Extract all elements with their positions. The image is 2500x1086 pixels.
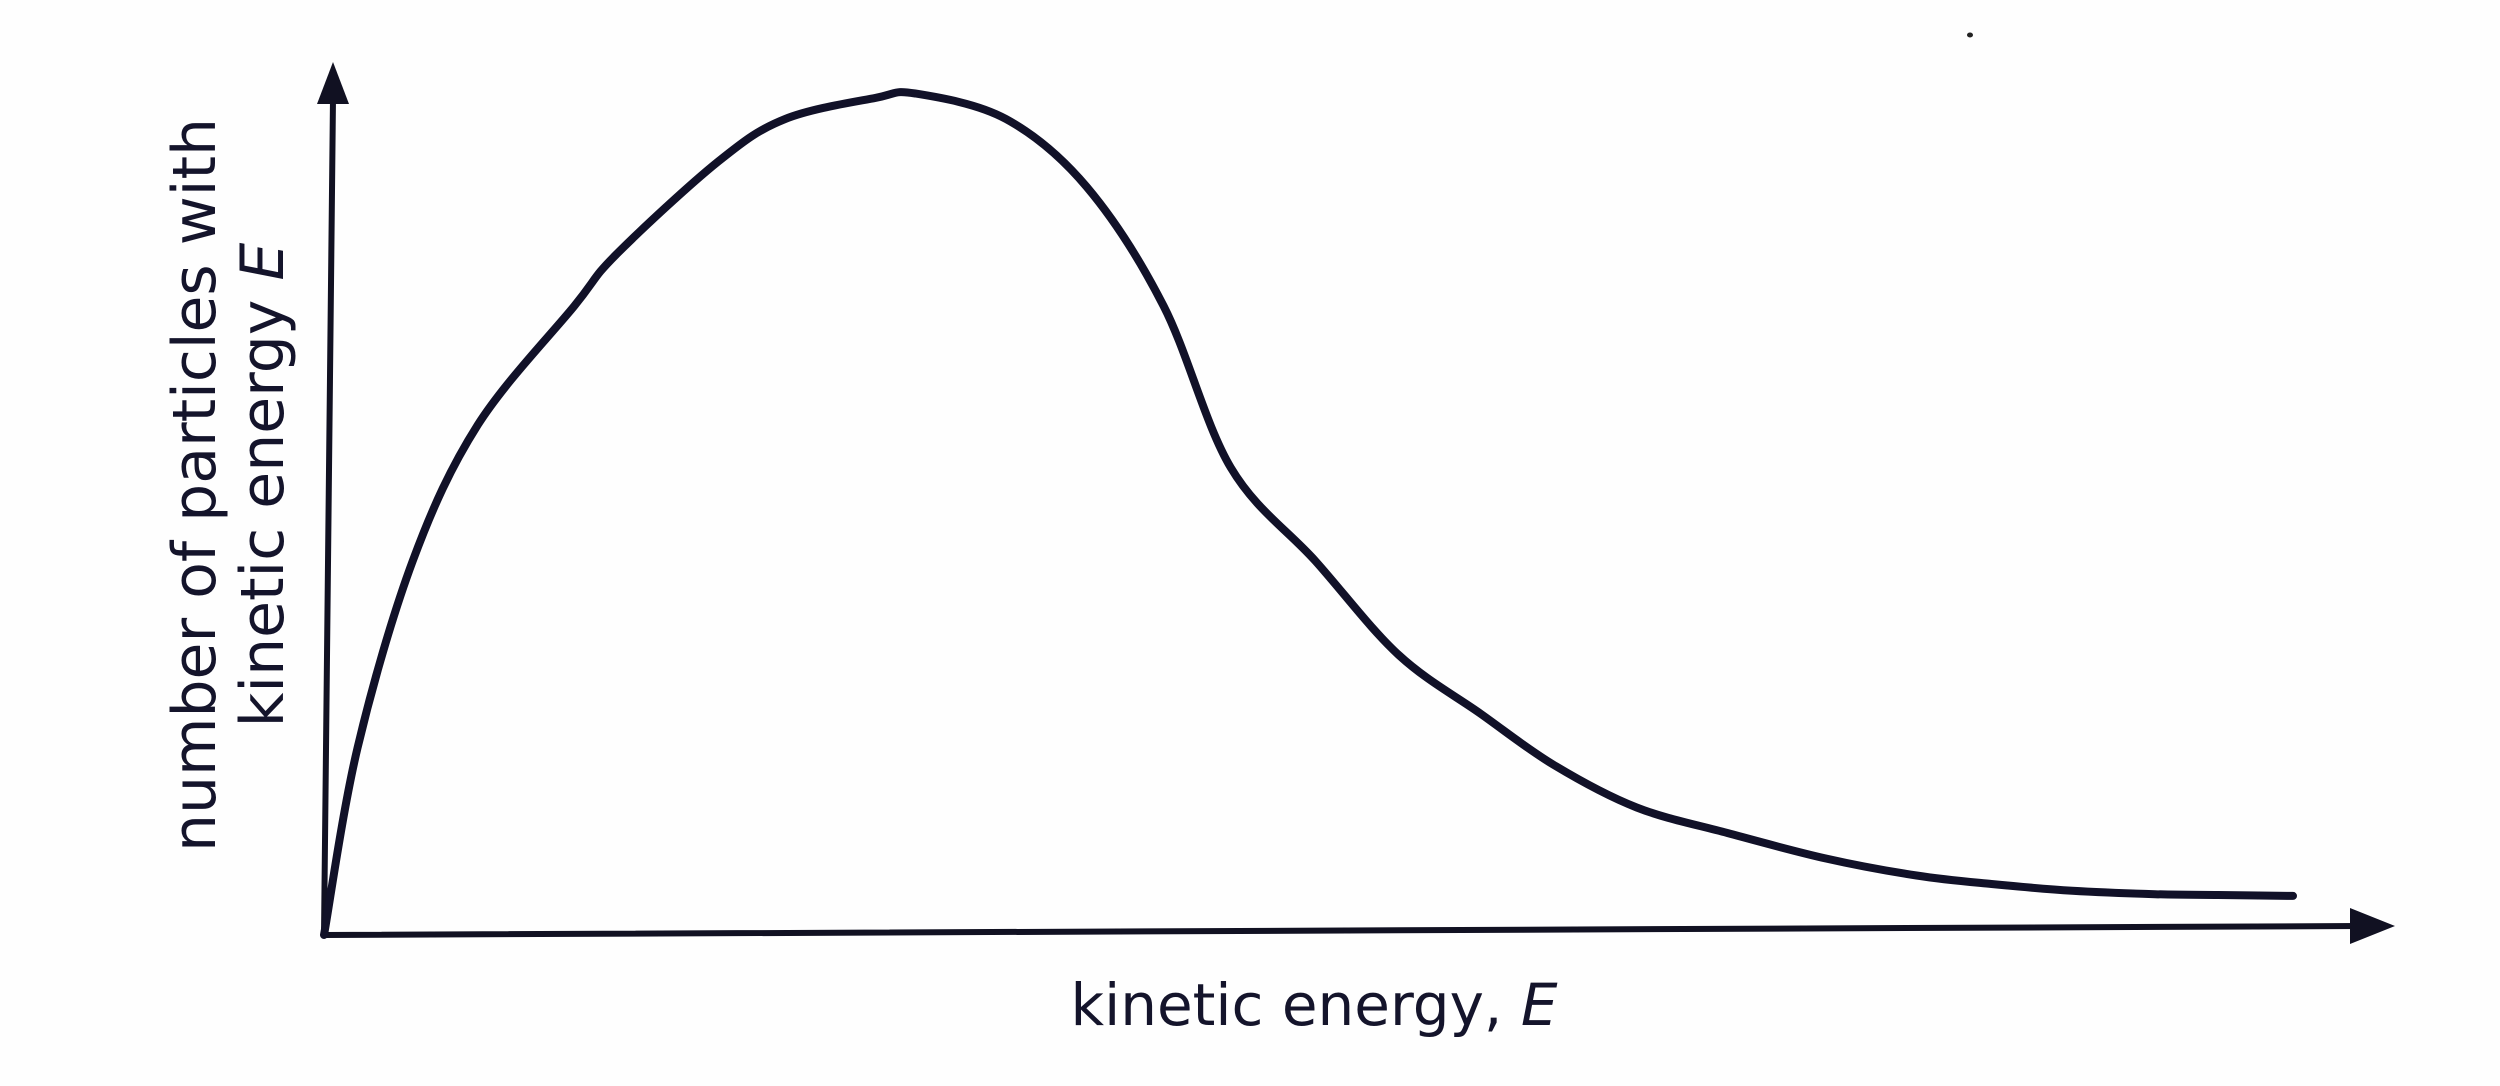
x-axis-arrow-icon [2350, 908, 2395, 944]
x-axis-label-variable: E [1521, 971, 1558, 1039]
y-axis-line [321, 95, 336, 938]
y-axis-label-line1-text: number of particles with [160, 118, 230, 852]
y-axis-label-line1: number of particles with [160, 118, 230, 852]
y-axis-label-line2-text: kinetic energy [228, 281, 298, 728]
distribution-curve [320, 88, 2297, 939]
y-axis-label-line2: kinetic energy E [228, 243, 298, 728]
x-axis-label: kinetic energy, E [1071, 971, 1558, 1039]
y-axis-label: number of particles with kinetic energy … [160, 118, 298, 852]
y-axis-label-variable: E [228, 243, 298, 281]
scan-dust-speck [1967, 32, 1973, 38]
x-axis-label-text: kinetic energy, [1071, 971, 1521, 1039]
x-axis-line [321, 923, 2363, 938]
y-axis-arrow-icon [317, 62, 349, 104]
